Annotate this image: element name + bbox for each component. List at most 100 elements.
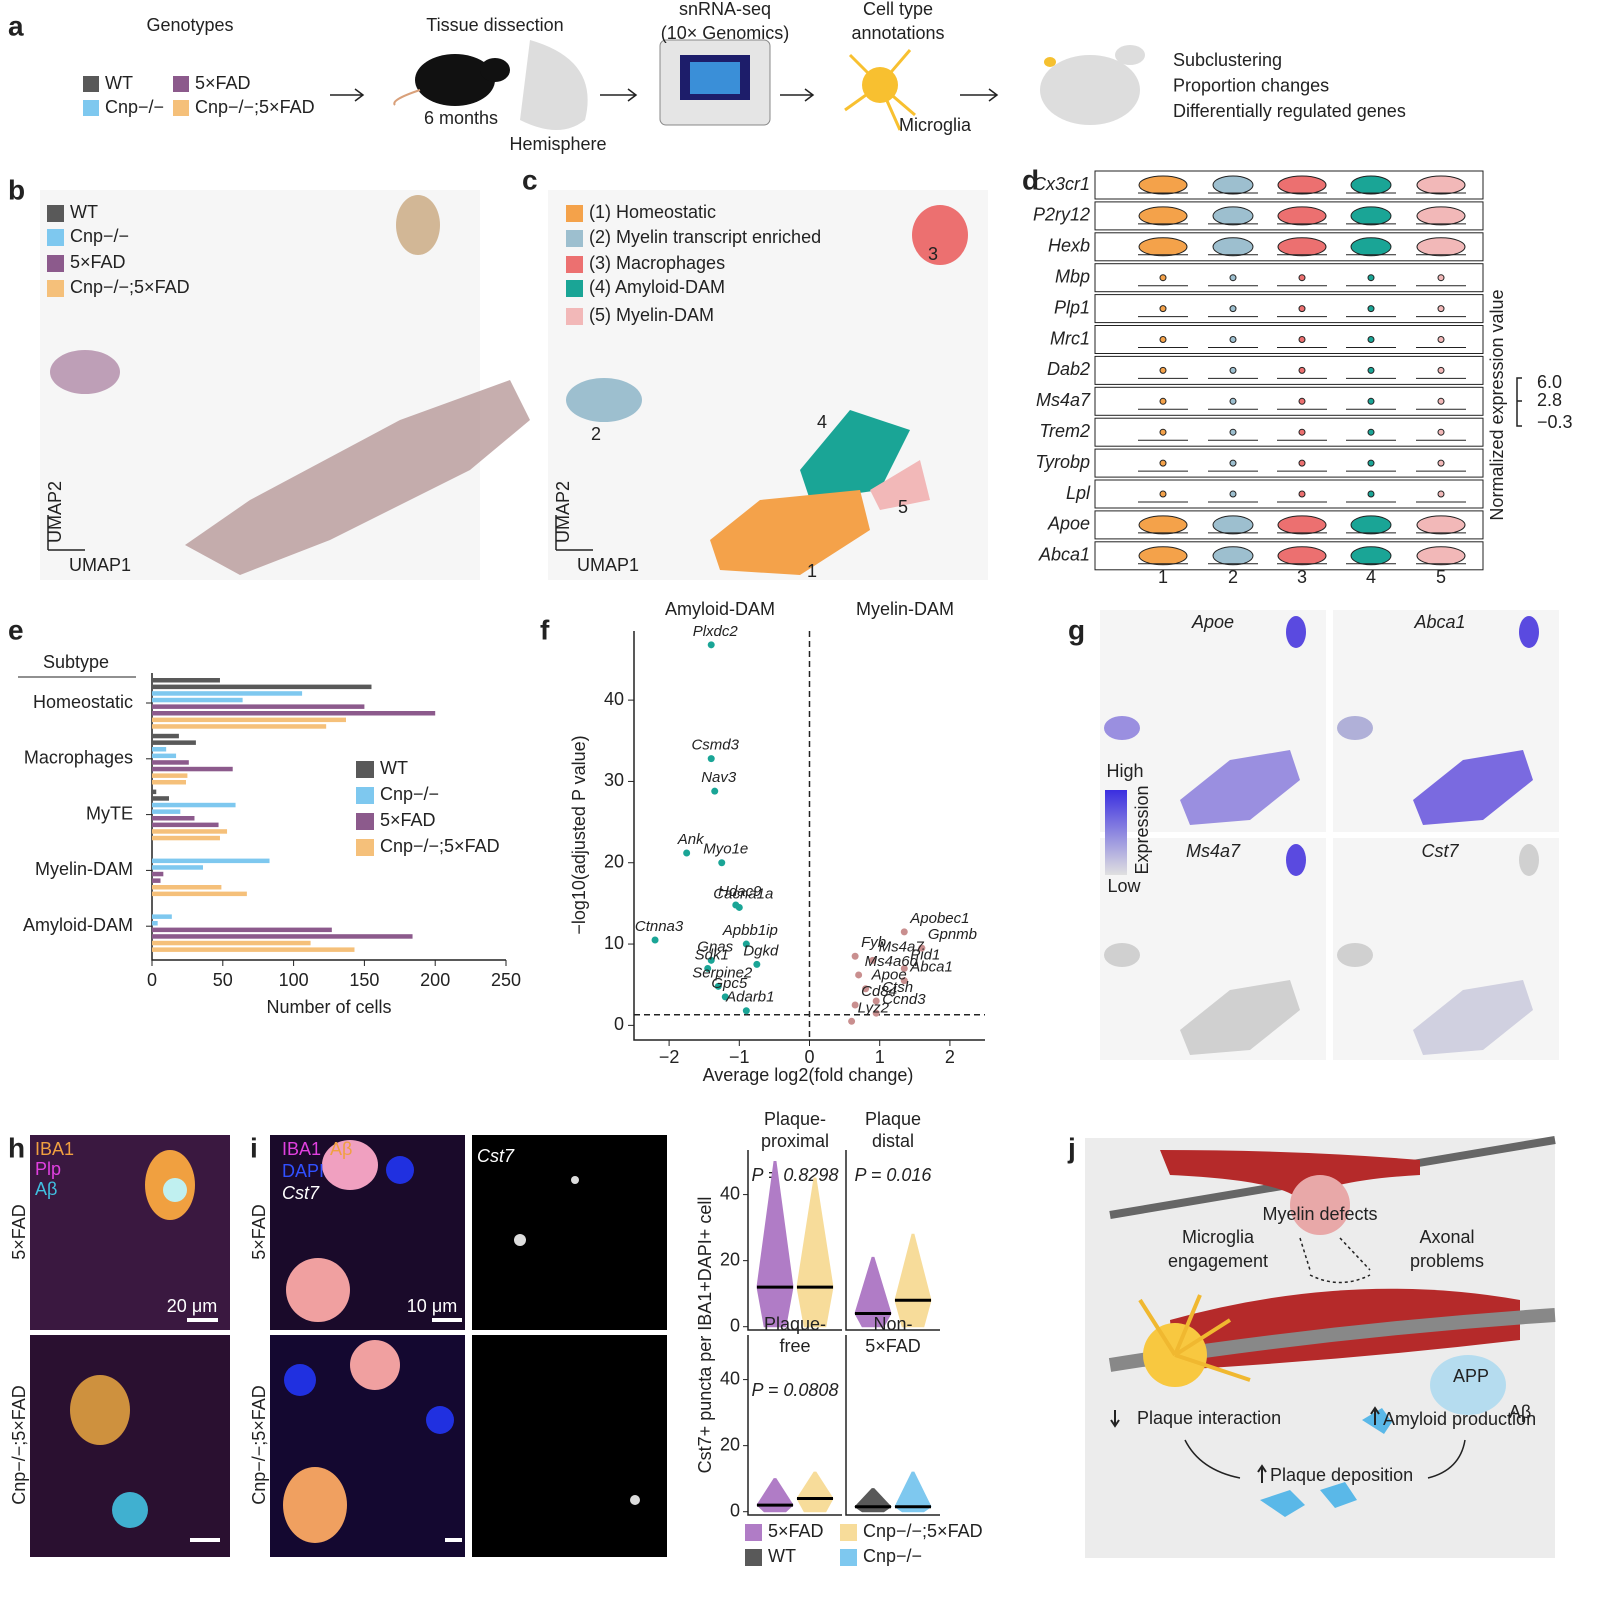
axis-title: −log10(adjusted P value)	[569, 735, 589, 934]
point-label: Ms4a7	[879, 938, 925, 955]
group-title: Non-	[873, 1314, 912, 1334]
bar	[152, 816, 195, 821]
bar	[152, 878, 161, 883]
violin-shape	[1159, 336, 1167, 343]
point	[900, 964, 908, 972]
legend-swatch	[566, 256, 583, 273]
point	[718, 859, 726, 867]
label: Trem2	[1039, 421, 1090, 441]
label: 6 months	[424, 108, 498, 128]
x-tick-label: −1	[729, 1047, 750, 1067]
violin-shape	[1416, 206, 1466, 226]
point-label: Apoe	[871, 967, 907, 984]
violin-shape	[1229, 274, 1237, 282]
violin-shape	[1350, 175, 1392, 195]
label: 6.0	[1537, 372, 1562, 392]
x-tick-label: 100	[279, 970, 309, 990]
violin-shape	[1350, 237, 1392, 257]
point	[851, 952, 859, 960]
point	[707, 755, 715, 763]
bar	[152, 927, 332, 933]
legend-label: Cnp−/−;5×FAD	[863, 1521, 983, 1541]
point	[704, 964, 712, 972]
point-label: Cd84	[861, 983, 897, 1000]
point	[872, 1009, 880, 1017]
point-label: Cacna1a	[713, 885, 773, 902]
violin-shape	[1350, 546, 1392, 566]
panel-frame	[845, 1335, 940, 1516]
violin	[894, 1471, 932, 1513]
panel-frame	[845, 1150, 940, 1331]
bar	[152, 691, 303, 696]
point-label: Gpc5	[711, 975, 748, 992]
violin-shape	[1298, 366, 1306, 374]
label: Proportion changes	[1173, 75, 1329, 95]
bar	[152, 921, 158, 926]
violin-shape	[1159, 305, 1167, 313]
violin-shape	[1437, 366, 1445, 374]
bar	[152, 704, 365, 709]
row-frame	[1094, 541, 1484, 571]
legend-label: WT	[768, 1546, 796, 1566]
point	[862, 985, 870, 993]
bar	[152, 766, 233, 772]
point	[855, 971, 863, 979]
legend-label: 5×FAD	[70, 252, 126, 272]
row-frame	[1094, 417, 1484, 447]
legend-swatch	[745, 1549, 762, 1566]
violin-shape	[1277, 546, 1327, 566]
violin-shape	[1159, 490, 1167, 498]
bar	[152, 914, 172, 919]
point	[714, 982, 722, 990]
point-label: Dgkd	[743, 942, 779, 959]
point-label: Ctnna3	[635, 918, 684, 935]
bar	[152, 822, 219, 828]
violin-shape	[1277, 175, 1327, 195]
violin-shape	[1212, 206, 1254, 226]
panel-label: a	[8, 10, 24, 41]
violin-shape	[1416, 175, 1466, 195]
workflow-icons	[330, 39, 1145, 131]
row-frame	[1094, 294, 1484, 324]
label: 3	[1297, 567, 1307, 587]
label: 2	[591, 424, 601, 444]
legend-label: Cnp−/−;5×FAD	[195, 97, 315, 117]
point	[707, 956, 715, 964]
violin-shape	[1212, 237, 1254, 257]
label: Plaque deposition	[1270, 1465, 1413, 1485]
point	[742, 1007, 750, 1015]
label: Mbp	[1055, 266, 1090, 286]
violin-shape	[1212, 175, 1254, 195]
violin-shape	[1367, 459, 1375, 467]
point-label: Abca1	[909, 959, 953, 976]
y-tick-label: Homeostatic	[33, 692, 133, 712]
label: UMAP2	[553, 481, 573, 543]
label: Tyrobp	[1035, 452, 1090, 472]
legend-swatch	[47, 229, 64, 246]
label: Apoe	[1047, 514, 1090, 534]
label: Microglia	[1182, 1227, 1255, 1247]
point-label: Pid1	[910, 946, 940, 963]
row-frame	[1094, 355, 1484, 385]
violin-shape	[1159, 274, 1167, 282]
panel-label: i	[250, 1132, 258, 1163]
label: Aβ	[1509, 1402, 1531, 1422]
bar	[152, 835, 220, 841]
y-tick-label: 0	[730, 1315, 740, 1335]
point	[872, 997, 880, 1005]
violin-shape	[1416, 237, 1466, 257]
label: Plp1	[1054, 297, 1090, 317]
y-tick-label: 40	[604, 689, 624, 709]
panel-label: f	[540, 614, 550, 645]
point-label: Lyz2	[858, 999, 890, 1016]
x-tick-label: 0	[147, 970, 157, 990]
label: Low	[1107, 876, 1141, 896]
bar	[152, 773, 188, 778]
legend-label: (1) Homeostatic	[589, 202, 716, 222]
label: Hemisphere	[509, 134, 606, 154]
violin-shape	[1138, 206, 1188, 226]
bar	[152, 789, 157, 795]
bar	[152, 809, 181, 814]
point-label: Ccnd3	[882, 991, 926, 1008]
bar	[152, 780, 186, 785]
